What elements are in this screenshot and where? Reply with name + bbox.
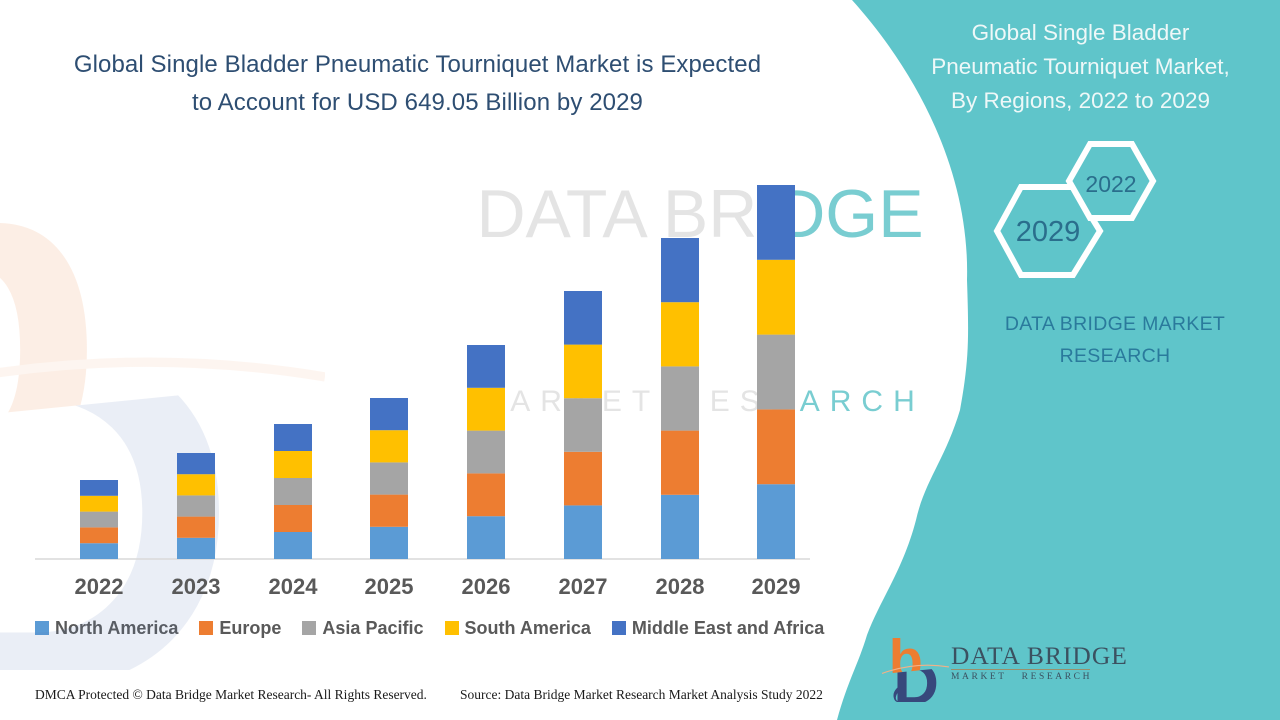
svg-text:2022: 2022 bbox=[75, 574, 124, 599]
svg-text:2028: 2028 bbox=[656, 574, 705, 599]
svg-text:2023: 2023 bbox=[172, 574, 221, 599]
svg-text:2027: 2027 bbox=[559, 574, 608, 599]
svg-text:2029: 2029 bbox=[752, 574, 801, 599]
svg-text:2025: 2025 bbox=[365, 574, 414, 599]
svg-text:2024: 2024 bbox=[269, 574, 319, 599]
svg-text:2026: 2026 bbox=[462, 574, 511, 599]
